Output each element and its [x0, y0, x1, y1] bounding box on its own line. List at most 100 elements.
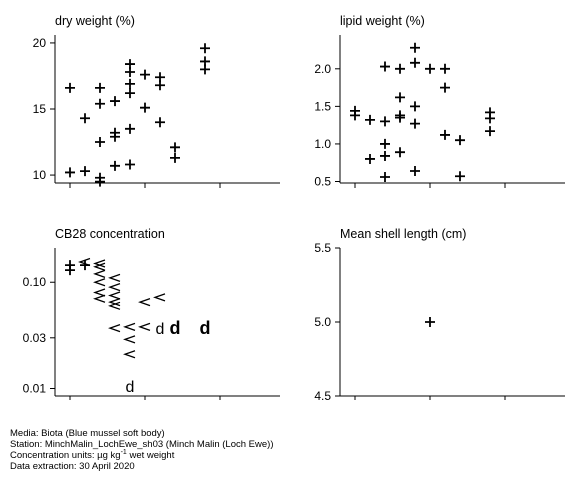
data-point — [170, 152, 180, 163]
data-point-less-than — [153, 293, 166, 302]
data-point — [95, 82, 105, 93]
data-point-detect: d — [156, 321, 165, 338]
y-tick-label: 15 — [33, 102, 47, 116]
footer-units-sup: -1 — [120, 449, 127, 456]
data-point-less-than — [93, 269, 106, 278]
data-point — [395, 63, 405, 74]
footer-units-prefix: Concentration units: µg kg — [10, 450, 121, 461]
footer-extraction: Data extraction: 30 April 2020 — [10, 461, 135, 472]
panel-lipid-weight: lipid weight (%) 0.5 1.0 1.5 2.0 — [314, 14, 565, 188]
y-tick-label: 0.5 — [314, 174, 331, 188]
data-point — [110, 96, 120, 107]
data-point-detect: d — [170, 318, 181, 338]
data-point — [155, 80, 165, 91]
data-point — [155, 117, 165, 128]
data-point — [395, 147, 405, 158]
data-point — [365, 114, 375, 125]
data-point — [95, 137, 105, 148]
data-point — [380, 150, 390, 161]
data-point-less-than — [108, 282, 121, 292]
data-point — [380, 61, 390, 72]
data-point-less-than — [123, 335, 136, 344]
chart-figure: dry weight (%) 10 15 20 lipid weight (%) 0.5… — [23, 14, 565, 400]
data-point — [440, 82, 450, 93]
data-point — [65, 265, 75, 276]
data-point — [410, 118, 420, 129]
panel-cb28-concentration: CB28 concentration0.010.030.102005201020… — [23, 227, 280, 400]
footer-media: Media: Biota (Blue mussel soft body) — [10, 428, 165, 439]
panel-title: Mean shell length (cm) — [340, 227, 466, 241]
data-point — [380, 138, 390, 149]
y-tick-label: 0.01 — [23, 382, 47, 396]
data-point-less-than — [123, 322, 136, 332]
data-point — [170, 142, 180, 153]
data-point — [95, 98, 105, 109]
data-point — [455, 135, 465, 146]
y-tick-label: 1.5 — [314, 99, 331, 113]
y-tick-label: 0.10 — [23, 275, 47, 289]
data-point — [140, 102, 150, 113]
data-point — [125, 67, 135, 77]
y-tick-label: 20 — [33, 36, 47, 50]
panel-title: dry weight (%) — [55, 14, 135, 28]
data-point — [410, 57, 420, 68]
data-point — [80, 260, 90, 271]
footer-station: Station: MinchMalin_LochEwe_sh03 (Minch … — [10, 439, 274, 450]
data-point — [380, 116, 390, 127]
data-point — [440, 63, 450, 74]
footer-units: Concentration units: µg kg-1 wet weight — [10, 449, 273, 461]
y-tick-label: 10 — [33, 168, 47, 182]
data-point — [125, 78, 135, 89]
y-tick-label: 0.03 — [23, 331, 47, 345]
data-point — [395, 92, 405, 103]
y-tick-label: 5.0 — [314, 315, 331, 329]
data-point — [425, 63, 435, 74]
data-point — [485, 113, 495, 124]
data-point — [65, 82, 75, 93]
data-point — [200, 64, 210, 75]
data-point — [410, 42, 420, 53]
data-point — [125, 88, 135, 99]
data-point — [425, 317, 435, 327]
data-point — [485, 126, 495, 137]
data-point-less-than — [108, 324, 121, 333]
data-point — [110, 160, 120, 171]
data-point — [410, 101, 420, 112]
panel-title: CB28 concentration — [55, 227, 165, 241]
y-tick-label: 4.5 — [314, 389, 331, 400]
data-point — [455, 171, 465, 182]
data-point-less-than — [138, 298, 151, 307]
y-tick-label: 1.0 — [314, 137, 331, 151]
data-point — [350, 110, 360, 121]
data-point-less-than — [108, 291, 121, 300]
y-tick-label: 5.5 — [314, 241, 331, 255]
data-point-less-than — [123, 350, 136, 359]
data-point — [110, 131, 120, 142]
data-point-less-than — [93, 259, 106, 268]
data-point — [365, 153, 375, 164]
data-point — [380, 171, 390, 182]
data-point — [440, 129, 450, 140]
data-point — [125, 159, 135, 170]
data-point-less-than — [93, 262, 106, 271]
y-tick-label: 2.0 — [314, 62, 331, 76]
data-point-less-than — [93, 294, 106, 303]
data-point-less-than — [138, 322, 151, 332]
data-point — [395, 112, 405, 123]
data-point-detect: d — [200, 318, 211, 338]
data-point — [410, 165, 420, 176]
data-point-detect: d — [126, 379, 135, 396]
data-point-less-than — [93, 288, 106, 297]
panel-mean-shell-length: Mean shell length (cm)4.55.05.5200520102… — [314, 227, 565, 400]
data-point — [95, 176, 105, 187]
data-point — [125, 123, 135, 134]
panel-title: lipid weight (%) — [340, 14, 425, 28]
data-point-less-than — [108, 301, 121, 310]
footer-units-suffix: wet weight — [126, 450, 175, 461]
data-point — [80, 166, 90, 177]
data-point-less-than — [108, 298, 121, 307]
data-point — [65, 167, 75, 178]
chart-footer: Media: Biota (Blue mussel soft body) Sta… — [10, 428, 273, 472]
data-point-less-than — [93, 278, 106, 287]
data-point-less-than — [108, 273, 121, 282]
